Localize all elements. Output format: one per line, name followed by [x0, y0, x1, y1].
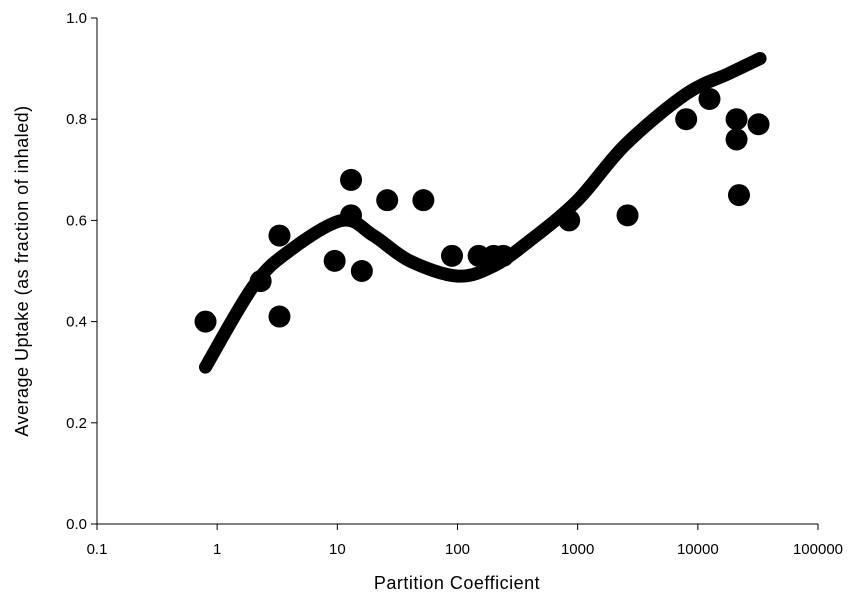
data-point: [323, 249, 346, 272]
y-tick-label: 0.0: [66, 516, 87, 533]
x-tick-label: 0.1: [87, 541, 108, 558]
plot-area: [194, 52, 770, 374]
x-tick-label: 1000: [561, 541, 594, 558]
y-tick-label: 0.6: [66, 212, 87, 229]
data-point: [698, 87, 721, 110]
fit-line: [199, 52, 767, 374]
data-point: [268, 305, 291, 328]
y-tick-label: 0.2: [66, 415, 87, 432]
x-tick-label: 10: [329, 541, 346, 558]
y-ticks: 0.0 0.2 0.4 0.6 0.8 1.0: [66, 10, 97, 533]
data-point: [376, 189, 399, 212]
data-point: [350, 260, 373, 282]
axes: 0.0 0.2 0.4 0.6 0.8 1.0 0.1 1 10 100 1000 10000 100…: [66, 10, 843, 558]
data-point: [675, 108, 698, 131]
x-tick-label: 100: [445, 541, 470, 558]
data-point: [412, 189, 435, 212]
data-point: [492, 244, 515, 267]
y-tick-label: 0.8: [66, 111, 87, 128]
x-tick-label: 100000: [793, 541, 843, 558]
data-point: [441, 244, 464, 267]
data-point: [558, 209, 581, 232]
data-point: [727, 184, 750, 207]
data-point: [725, 108, 748, 131]
x-tick-label: 1: [213, 541, 221, 558]
data-point: [340, 204, 363, 227]
data-point: [747, 113, 770, 136]
x-ticks: 0.1 1 10 100 1000 10000 100000: [87, 524, 843, 558]
y-tick-label: 0.4: [66, 314, 87, 331]
data-point: [194, 310, 217, 333]
data-point: [249, 270, 272, 293]
y-tick-label: 1.0: [66, 10, 87, 27]
data-point: [268, 224, 291, 247]
data-point: [340, 168, 363, 191]
x-tick-label: 10000: [677, 541, 719, 558]
data-point: [725, 128, 748, 151]
data-point: [616, 204, 639, 227]
x-axis-title: Partition Coefficient: [374, 573, 540, 593]
y-axis-title: Average Uptake (as fraction of inhaled): [12, 105, 32, 436]
